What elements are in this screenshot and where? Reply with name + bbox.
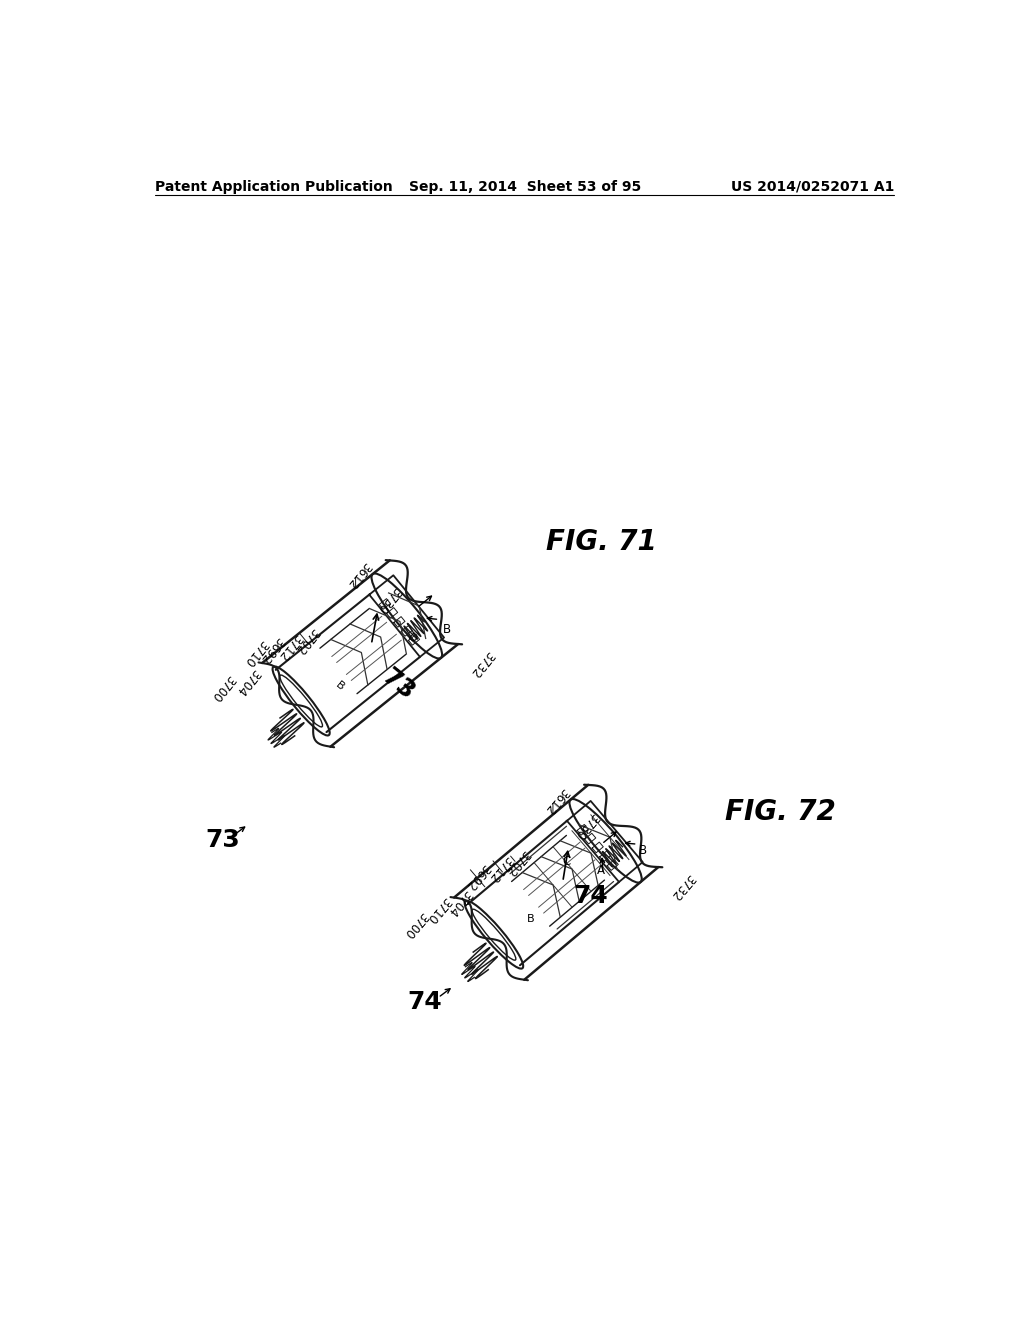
Text: B: B	[639, 845, 647, 857]
Text: 3732: 3732	[467, 648, 496, 680]
Text: 3712: 3712	[274, 631, 303, 663]
Text: 3692: 3692	[462, 861, 492, 892]
Text: 3702: 3702	[292, 626, 321, 656]
Text: 3700: 3700	[400, 909, 430, 940]
Text: C: C	[562, 855, 570, 869]
Text: 74: 74	[572, 884, 607, 908]
Text: 3712: 3712	[485, 853, 514, 884]
Text: B: B	[526, 913, 535, 924]
Text: 3710: 3710	[423, 894, 453, 925]
Text: 3704: 3704	[232, 665, 262, 697]
Text: 3612: 3612	[542, 785, 570, 816]
Text: A: A	[597, 865, 605, 876]
Text: 74: 74	[407, 990, 441, 1014]
Text: 3692: 3692	[257, 635, 287, 665]
Text: 3730: 3730	[374, 583, 402, 615]
Text: Patent Application Publication: Patent Application Publication	[155, 180, 393, 194]
Text: B: B	[443, 623, 452, 635]
Text: B: B	[334, 680, 346, 692]
Text: Sep. 11, 2014  Sheet 53 of 95: Sep. 11, 2014 Sheet 53 of 95	[409, 180, 641, 194]
Text: FIG. 72: FIG. 72	[725, 797, 836, 825]
Text: D: D	[407, 631, 419, 644]
Text: 3710: 3710	[241, 638, 270, 668]
Text: 73: 73	[206, 829, 241, 853]
Text: 3704: 3704	[444, 887, 474, 919]
Text: 3730: 3730	[571, 810, 600, 841]
Text: 3700: 3700	[209, 672, 238, 704]
Text: 3732: 3732	[668, 871, 696, 902]
Text: US 2014/0252071 A1: US 2014/0252071 A1	[731, 180, 895, 194]
Text: 3702: 3702	[503, 846, 532, 878]
Text: FIG. 71: FIG. 71	[547, 528, 657, 556]
Text: 3612: 3612	[344, 558, 373, 590]
Text: 73: 73	[378, 664, 420, 705]
